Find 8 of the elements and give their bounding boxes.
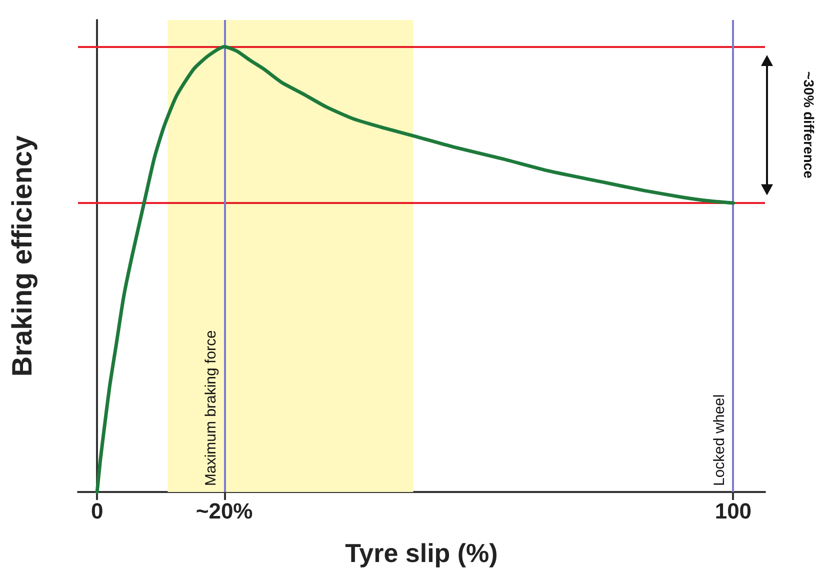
x-axis-title: Tyre slip (%) xyxy=(345,538,498,568)
y-axis-title: Braking efficiency xyxy=(6,134,38,377)
x-tick-label: 0 xyxy=(90,498,104,524)
x-tick-label: 100 xyxy=(714,498,752,524)
x-tick-label: ~20% xyxy=(196,498,253,524)
ref-line-label: Locked wheel xyxy=(711,394,728,486)
ref-line-label: Maximum braking force xyxy=(202,330,220,486)
text: ~30% difference xyxy=(801,71,817,179)
